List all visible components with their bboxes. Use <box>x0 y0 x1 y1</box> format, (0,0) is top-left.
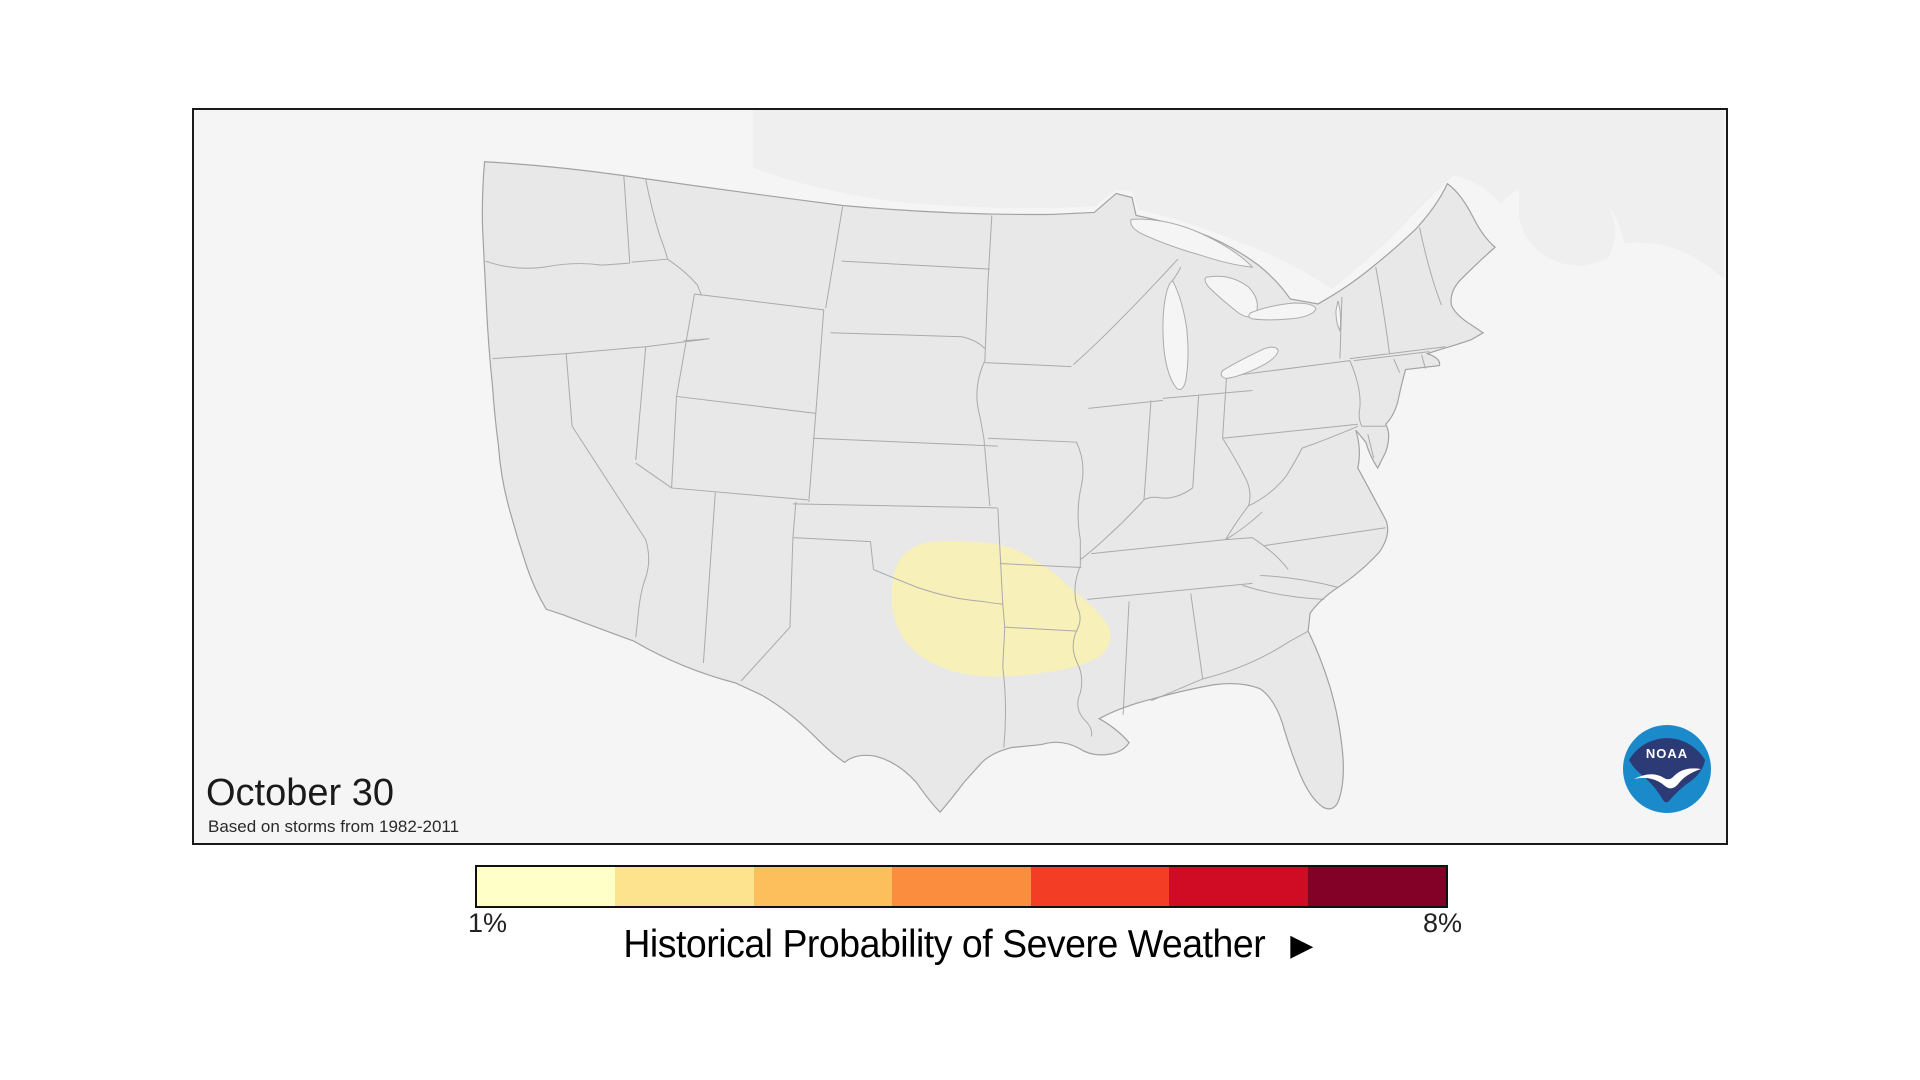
legend-title-row: Historical Probability of Severe Weather… <box>475 922 1448 969</box>
canada-landmass <box>753 110 1724 290</box>
legend-color-cell <box>1307 867 1446 906</box>
legend-max-label: 8% <box>1422 908 1462 938</box>
us-map <box>481 110 1724 814</box>
lake-superior <box>1130 218 1254 268</box>
legend-color-cell <box>1030 867 1170 906</box>
legend-title: Historical Probability of Severe Weather <box>623 923 1265 966</box>
date-label: October 30 <box>206 772 394 814</box>
source-note: Based on storms from 1982-2011 <box>208 817 460 836</box>
play-arrow-icon[interactable]: ▶ <box>1290 928 1314 963</box>
noaa-logo-fan <box>1629 738 1705 803</box>
legend-color-cell <box>892 867 1031 906</box>
noaa-logo-text: NOAA <box>1646 746 1688 761</box>
us-land-outline <box>481 161 1496 814</box>
noaa-logo-gull <box>1634 768 1701 789</box>
legend-color-cell <box>477 867 616 906</box>
legend-color-cell <box>1169 867 1308 906</box>
legend-min-label: 1% <box>468 908 508 938</box>
lake-ontario <box>1248 302 1317 321</box>
map-panel: October 30 Based on storms from 1982-201… <box>192 108 1728 845</box>
probability-region <box>891 541 1111 677</box>
state-borders <box>485 175 1446 748</box>
legend-color-cell <box>753 867 893 906</box>
lake-champlain <box>1335 300 1342 333</box>
great-lakes <box>1130 218 1342 390</box>
lake-michigan <box>1162 280 1189 390</box>
legend-color-cell <box>615 867 754 906</box>
lake-erie <box>1220 346 1279 380</box>
legend-colorbar <box>475 865 1448 908</box>
noaa-logo: NOAA <box>1623 725 1711 813</box>
